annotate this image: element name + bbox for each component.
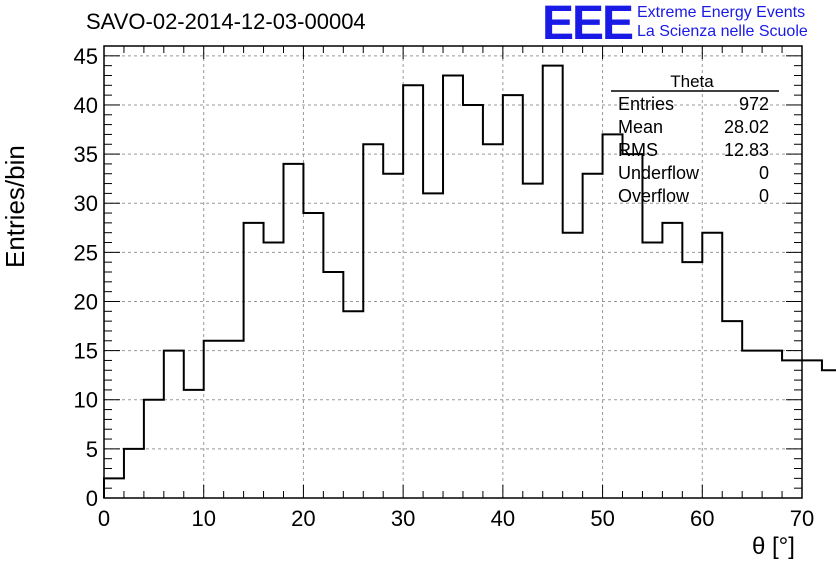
- histogram-bin: [822, 370, 836, 498]
- stats-value: 0: [759, 186, 769, 206]
- x-tick-label: 30: [391, 506, 415, 531]
- histogram-bin: [463, 105, 483, 498]
- histogram-bin: [363, 144, 383, 498]
- histogram-bin: [503, 95, 523, 498]
- x-tick-label: 0: [98, 506, 110, 531]
- y-tick-label: 45: [74, 44, 98, 69]
- histogram-bin: [662, 223, 682, 498]
- stats-label: Entries: [618, 94, 674, 114]
- y-tick-label: 20: [74, 289, 98, 314]
- x-axis-label: θ [°]: [752, 533, 795, 560]
- stats-value: 972: [739, 94, 769, 114]
- stats-value: 0: [759, 163, 769, 183]
- histogram-bin: [543, 66, 563, 498]
- histogram-bin: [323, 272, 343, 498]
- x-tick-label: 70: [790, 506, 814, 531]
- histogram-bin: [383, 174, 403, 498]
- histogram-bin: [722, 321, 742, 498]
- histogram-bin: [283, 164, 303, 498]
- stats-title: Theta: [670, 72, 714, 91]
- histogram-bin: [144, 400, 164, 498]
- stats-label: Mean: [618, 117, 663, 137]
- y-tick-label: 40: [74, 93, 98, 118]
- histogram-bin: [583, 174, 603, 498]
- histogram-bin: [702, 233, 722, 498]
- y-tick-label: 15: [74, 339, 98, 364]
- logo-line-1: Extreme Energy Events: [637, 4, 806, 21]
- stats-label: RMS: [618, 140, 658, 160]
- stats-value: 28.02: [724, 117, 769, 137]
- x-tick-label: 20: [291, 506, 315, 531]
- histogram-bin: [762, 351, 782, 498]
- y-tick-label: 0: [86, 486, 98, 511]
- histogram-bin: [264, 243, 284, 498]
- y-axis-label: Entries/bin: [0, 145, 30, 268]
- histogram-bin: [403, 85, 423, 498]
- histogram-bin: [523, 184, 543, 498]
- histogram-bin: [224, 341, 244, 498]
- histogram-bin: [204, 341, 224, 498]
- logo-line-2: La Scienza nelle Scuole: [637, 23, 808, 40]
- histogram-bin: [483, 144, 503, 498]
- y-tick-label: 10: [74, 388, 98, 413]
- y-tick-label: 25: [74, 240, 98, 265]
- x-tick-label: 10: [191, 506, 215, 531]
- histogram-bin: [164, 351, 184, 498]
- x-tick-label: 40: [491, 506, 515, 531]
- stats-label: Underflow: [618, 163, 700, 183]
- stats-label: Overflow: [618, 186, 690, 206]
- histogram-bin: [184, 390, 204, 498]
- histogram-line: [103, 64, 836, 498]
- x-tick-label: 50: [590, 506, 614, 531]
- histogram-bin: [682, 262, 702, 498]
- histogram-bin: [802, 360, 822, 498]
- histogram-bin: [244, 223, 264, 498]
- histogram-bin: [343, 311, 363, 498]
- page-title: SAVO-02-2014-12-03-00004: [86, 9, 366, 34]
- stats-value: 12.83: [724, 140, 769, 160]
- y-tick-label: 5: [86, 437, 98, 462]
- y-tick-label: 35: [74, 142, 98, 167]
- y-tick-label: 30: [74, 191, 98, 216]
- histogram-bin: [443, 75, 463, 498]
- histogram-bin: [563, 233, 583, 498]
- histogram-bin: [303, 213, 323, 498]
- histogram-bin: [742, 351, 762, 498]
- histogram-bin: [642, 243, 662, 498]
- histogram-bin: [423, 193, 443, 498]
- eee-logo: EEE: [542, 0, 634, 50]
- x-tick-label: 60: [690, 506, 714, 531]
- logo-text: Extreme Energy Events La Scienza nelle S…: [637, 3, 808, 41]
- histogram-bin: [124, 449, 144, 498]
